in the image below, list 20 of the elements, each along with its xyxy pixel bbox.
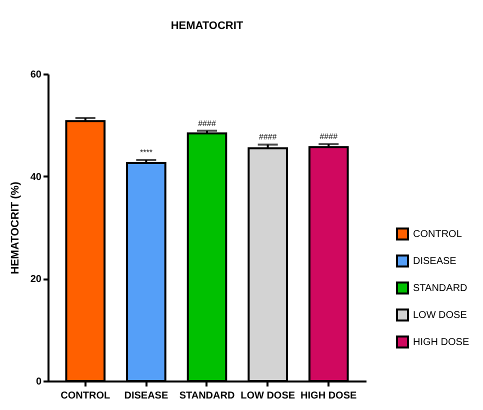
y-tick-label: 0 (36, 376, 42, 388)
legend-label: LOW DOSE (413, 310, 468, 321)
y-tick-label: 20 (30, 274, 42, 286)
legend-label: HIGH DOSE (413, 337, 470, 348)
annotation: #### (258, 132, 278, 142)
x-tick-label: LOW DOSE (240, 390, 296, 402)
x-tick-label: STANDARD (179, 390, 235, 402)
y-tick-label: 40 (30, 172, 42, 183)
legend-label: STANDARD (413, 283, 468, 294)
chart-title: HEMATOCRIT (170, 20, 244, 32)
annotation: **** (140, 148, 152, 157)
legend-label: DISEASE (413, 256, 457, 267)
x-tick-label: HIGH DOSE (300, 390, 357, 402)
annotation: #### (198, 118, 216, 128)
x-tick-label: DISEASE (124, 390, 168, 402)
y-axis-title: HEMATOCRIT (%) (9, 181, 22, 274)
annotation: #### (320, 132, 338, 142)
y-tick-label: 60 (30, 70, 42, 80)
legend-label: CONTROL (413, 229, 462, 240)
x-tick-label: CONTROL (60, 390, 110, 402)
